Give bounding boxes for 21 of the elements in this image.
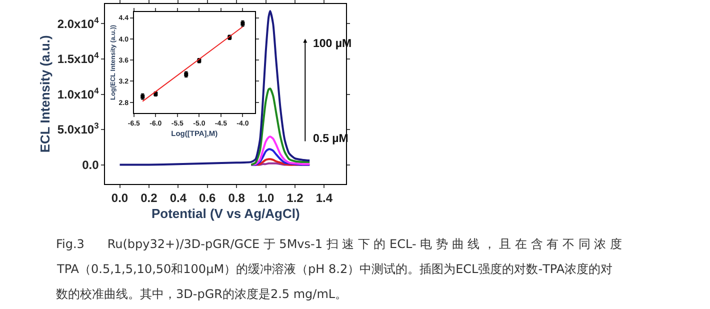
x-tick-label: 1.2 <box>286 191 304 206</box>
y-tick-label: 1.0x10$^{4}$ <box>57 85 100 102</box>
y-tick-label: 1.5x10$^{4}$ <box>57 50 100 66</box>
caption: Fig.3 Ru(bpy32+)/3D-pGR/GCE 于 5Mvs-1 扫 速 下 的 ECL- 电 势 曲 线 ， 且 在 含 有 不 同 浓 度 <box>56 237 622 251</box>
x-tick-label: 0.4 <box>170 191 187 206</box>
y-tick-label: 5.0x10$^{3}$ <box>57 120 100 137</box>
y-tick-label: 0.0 <box>82 158 100 172</box>
x-tick-label: 0.8 <box>228 191 246 206</box>
x-axis-title: Potential (V vs Ag/AgCl) <box>151 206 300 221</box>
line-series <box>250 88 311 166</box>
text: TPA（0.5,1,5,10,50和100μM）的缓冲溶液（pH 8.2）中测试的。插图为ECL强度的对数-TPA浓度的对 <box>56 262 613 276</box>
y-axis-title: ECL Intensity (a.u.) <box>37 35 52 153</box>
line-series <box>250 136 311 166</box>
line-series <box>250 148 311 166</box>
x-tick-label: 1.0 <box>257 191 274 206</box>
x-tick-label: 1.4 <box>316 191 333 206</box>
y-tick-label: 2.0x10$^{4}$ <box>57 14 100 31</box>
x-tick-label: 0.6 <box>199 191 216 206</box>
line-series <box>118 10 311 166</box>
x-tick-label: 0.2 <box>140 191 158 206</box>
text: 数的校准曲线。其中，3D-pGR的浓度是2.5 mg/mL。 <box>56 287 348 301</box>
